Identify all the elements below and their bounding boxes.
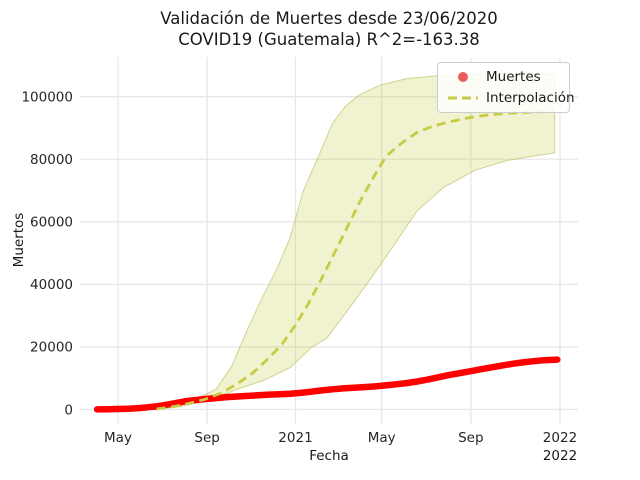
y-tick-label: 80000 xyxy=(30,152,73,168)
y-tick-label: 20000 xyxy=(30,340,73,356)
y-tick-label: 0 xyxy=(64,402,73,418)
dashed-line-marker-icon xyxy=(446,96,480,100)
x-tick-label: 2021 xyxy=(278,430,312,446)
legend-item-interpolacion: Interpolación xyxy=(446,90,575,106)
y-axis-label: Muertos xyxy=(11,212,27,268)
legend-item-muertes: Muertes xyxy=(446,69,561,85)
x-axis-label: Fecha xyxy=(309,448,349,464)
x-tick-label: Sep xyxy=(194,430,219,446)
chart-title: Validación de Muertes desde 23/06/2020 C… xyxy=(80,8,578,50)
x-tick-label: May xyxy=(368,430,396,446)
legend: Muertes Interpolación xyxy=(437,62,575,113)
red-dot-marker-icon xyxy=(446,72,480,82)
chart-title-line1: Validación de Muertes desde 23/06/2020 xyxy=(160,9,498,28)
legend-label-interpolacion: Interpolación xyxy=(486,90,575,106)
interpolacion-series xyxy=(156,110,555,411)
x-tick-label: 2022 xyxy=(543,430,577,446)
x-tick-label: May xyxy=(104,430,132,446)
x-tick-label: Sep xyxy=(458,430,483,446)
y-tick-label: 40000 xyxy=(30,277,73,293)
legend-label-muertes: Muertes xyxy=(486,69,541,85)
confidence-band xyxy=(156,73,556,411)
muertes-series xyxy=(93,356,561,413)
y-tick-label: 60000 xyxy=(30,215,73,231)
x-axis-year-offset: 2022 xyxy=(542,448,578,464)
chart-title-line2: COVID19 (Guatemala) R^2=-163.38 xyxy=(178,30,480,49)
y-tick-label: 100000 xyxy=(21,90,73,106)
